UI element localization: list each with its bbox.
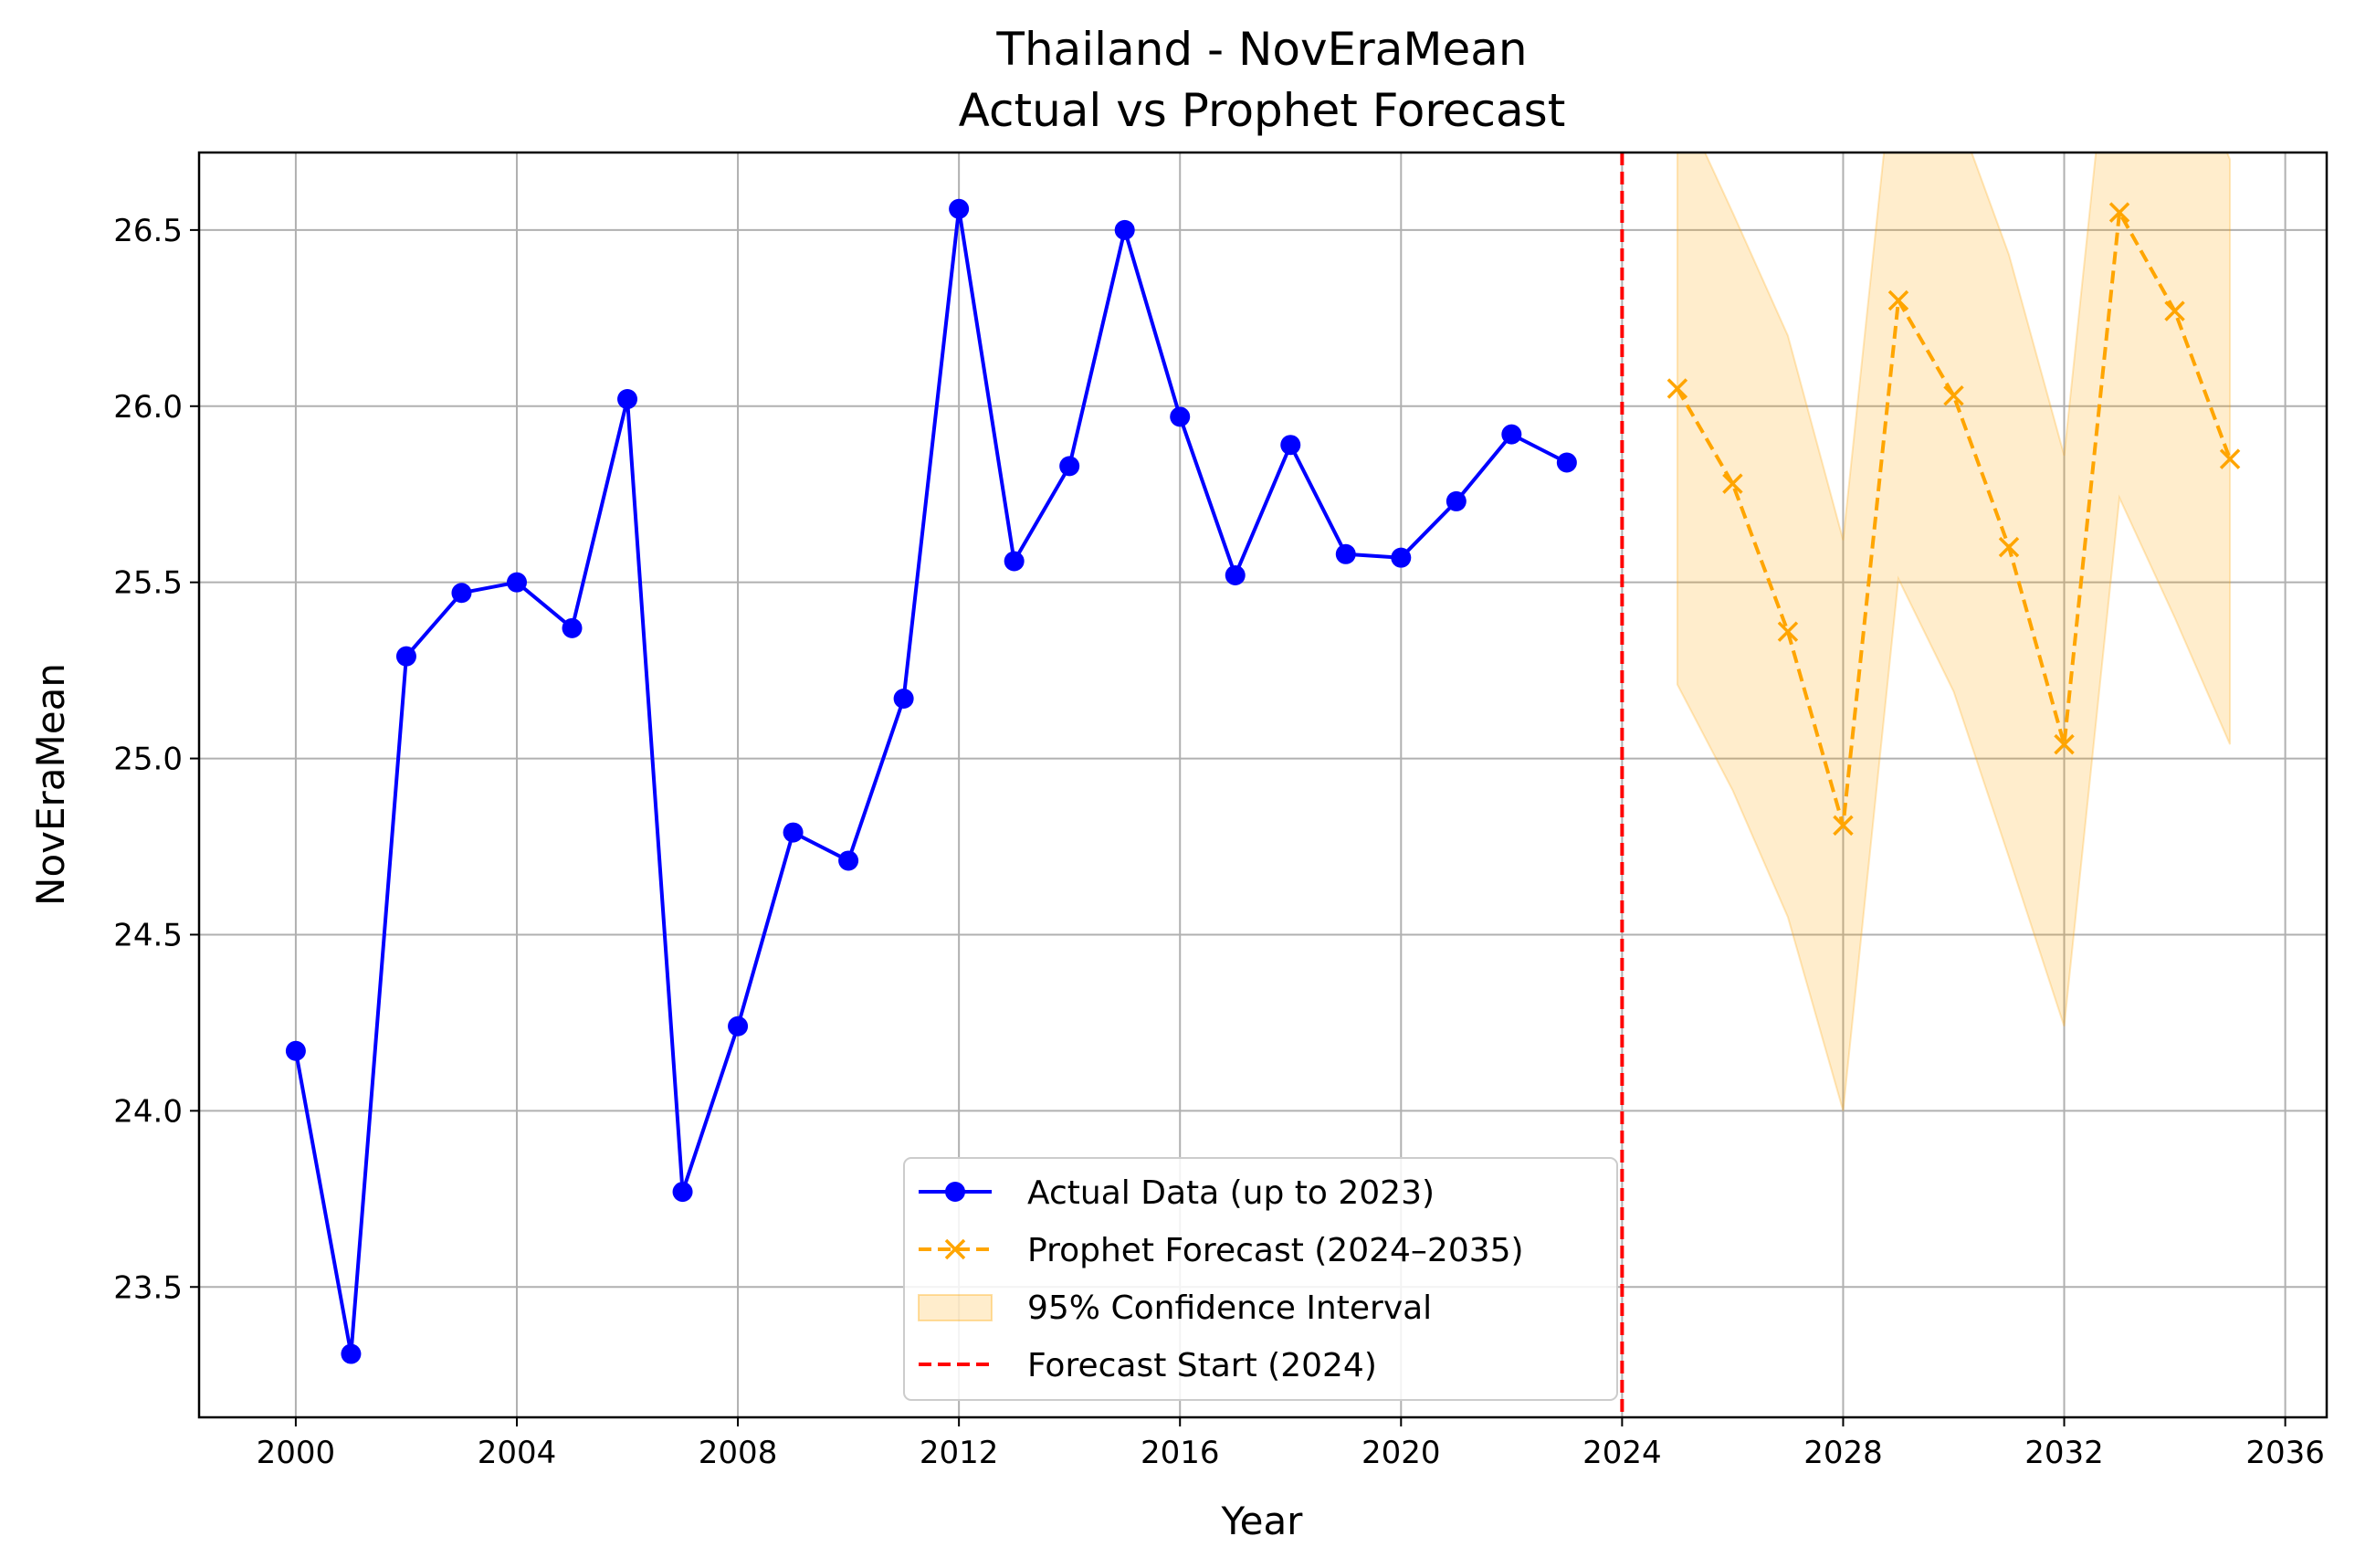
actual-data-point bbox=[1004, 551, 1025, 572]
actual-data-point bbox=[1391, 547, 1412, 568]
actual-data-point bbox=[341, 1343, 362, 1364]
chart-title-line1: Thailand - NovEraMean bbox=[995, 23, 1527, 76]
y-tick-label: 25.0 bbox=[113, 742, 183, 778]
actual-data-point bbox=[672, 1182, 693, 1203]
y-axis-ticks: 23.5 24.0 24.5 25.0 25.5 26.0 26.5 bbox=[113, 213, 199, 1306]
chart-title-line2: Actual vs Prophet Forecast bbox=[959, 84, 1566, 137]
forecast-data-point bbox=[1722, 473, 1743, 494]
legend-forecast-marker bbox=[944, 1238, 966, 1260]
legend-ci-label: 95% Confidence Interval bbox=[1027, 1289, 1432, 1327]
legend-box bbox=[903, 1157, 1618, 1401]
forecast-data-point bbox=[1833, 815, 1854, 837]
actual-data-point bbox=[783, 822, 804, 843]
y-tick-label: 23.5 bbox=[113, 1269, 183, 1306]
x-tick-label: 2024 bbox=[1582, 1435, 1662, 1471]
actual-data-point bbox=[285, 1040, 306, 1061]
legend-actual-marker bbox=[945, 1182, 965, 1202]
actual-data-point bbox=[728, 1016, 749, 1037]
plot-frame bbox=[197, 151, 2329, 1419]
x-tick-label: 2004 bbox=[478, 1435, 557, 1471]
actual-data-point bbox=[1556, 452, 1577, 473]
actual-data-point bbox=[506, 572, 527, 593]
legend-forecast-label: Prophet Forecast (2024–2035) bbox=[1027, 1232, 1524, 1269]
y-tick-label: 26.0 bbox=[113, 389, 183, 426]
actual-data-point bbox=[1170, 406, 1191, 427]
actual-data-point bbox=[451, 583, 472, 604]
x-tick-label: 2032 bbox=[2024, 1435, 2104, 1471]
x-axis-label: Year bbox=[1221, 1499, 1304, 1543]
actual-data-point bbox=[1280, 435, 1301, 456]
y-tick-label: 24.0 bbox=[113, 1093, 183, 1130]
y-tick-label: 26.5 bbox=[113, 213, 183, 249]
x-tick-label: 2012 bbox=[920, 1435, 999, 1471]
actual-data-point bbox=[1114, 219, 1135, 240]
forecast-data-point bbox=[1998, 536, 2020, 558]
x-tick-label: 2008 bbox=[699, 1435, 778, 1471]
forecast-series-line bbox=[1676, 210, 2232, 827]
actual-data-point bbox=[1335, 543, 1356, 564]
legend-actual-label: Actual Data (up to 2023) bbox=[1027, 1174, 1435, 1212]
x-tick-label: 2000 bbox=[257, 1435, 336, 1471]
forecast-data-point bbox=[1666, 378, 1688, 399]
legend-ci-swatch bbox=[918, 1294, 993, 1321]
y-tick-label: 25.5 bbox=[113, 565, 183, 602]
series-layer bbox=[285, 198, 2241, 1364]
forecast-data-point bbox=[2164, 300, 2185, 321]
actual-data-point bbox=[617, 389, 638, 410]
forecast-data-point bbox=[1943, 384, 1964, 406]
actual-data-point bbox=[949, 198, 970, 219]
y-axis-label: NovEraMean bbox=[28, 663, 73, 906]
forecast-data-point bbox=[2219, 448, 2241, 469]
forecast-data-point bbox=[1887, 289, 1909, 311]
legend-vline-label: Forecast Start (2024) bbox=[1027, 1347, 1377, 1384]
x-tick-label: 2028 bbox=[1803, 1435, 1883, 1471]
actual-data-point bbox=[562, 617, 583, 638]
legend: Actual Data (up to 2023) Prophet Forecas… bbox=[903, 1157, 1618, 1401]
y-tick-label: 24.5 bbox=[113, 917, 183, 953]
actual-data-point bbox=[1446, 490, 1467, 511]
actual-data-point bbox=[838, 850, 859, 871]
actual-data-point bbox=[893, 688, 914, 709]
x-tick-label: 2036 bbox=[2245, 1435, 2325, 1471]
forecast-data-point bbox=[2054, 733, 2075, 755]
actual-data-point bbox=[395, 646, 416, 667]
confidence-band-layer bbox=[1676, 153, 2232, 1111]
confidence-band bbox=[1676, 153, 2232, 1111]
actual-data-point bbox=[1501, 424, 1522, 445]
forecast-data-point bbox=[1777, 621, 1799, 642]
x-axis-ticks: 2000 2004 2008 2012 2016 2020 2024 2028 2032 2036 bbox=[257, 1417, 2325, 1471]
forecast-data-point bbox=[2108, 202, 2130, 223]
actual-data-point bbox=[1225, 564, 1246, 585]
x-tick-label: 2016 bbox=[1141, 1435, 1220, 1471]
x-tick-label: 2020 bbox=[1361, 1435, 1441, 1471]
actual-data-point bbox=[1059, 456, 1080, 477]
